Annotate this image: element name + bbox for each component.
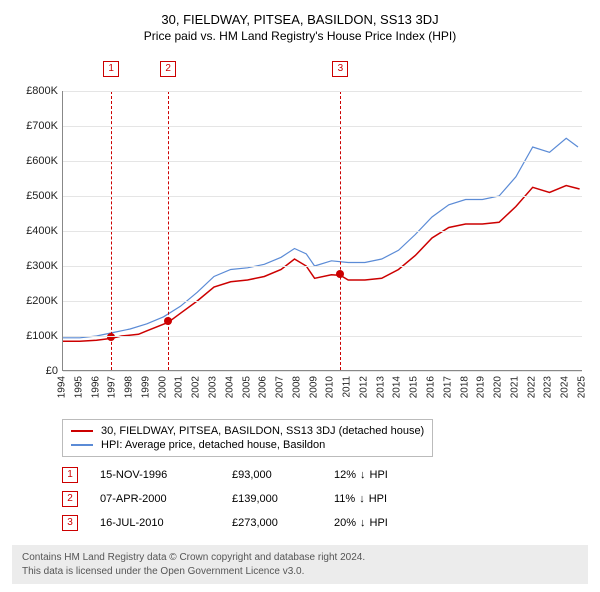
x-tick-label: 2010	[325, 376, 336, 398]
event-date: 16-JUL-2010	[100, 517, 210, 529]
x-tick-label: 2019	[476, 376, 487, 398]
legend-item: 30, FIELDWAY, PITSEA, BASILDON, SS13 3DJ…	[71, 424, 424, 438]
x-tick-label: 2004	[224, 376, 235, 398]
x-tick-label: 2001	[174, 376, 185, 398]
x-tick-label: 2023	[543, 376, 554, 398]
gridline	[63, 371, 582, 372]
event-price: £139,000	[232, 493, 312, 505]
x-tick-label: 2024	[560, 376, 571, 398]
gridline	[63, 161, 582, 162]
x-tick-label: 2021	[509, 376, 520, 398]
x-tick-label: 2008	[291, 376, 302, 398]
event-price: £93,000	[232, 469, 312, 481]
marker-label: 3	[332, 61, 348, 77]
x-tick-label: 2005	[241, 376, 252, 398]
y-tick-label: £700K	[12, 120, 58, 132]
legend-swatch	[71, 444, 93, 446]
y-tick-label: £300K	[12, 260, 58, 272]
x-tick-label: 2025	[577, 376, 588, 398]
y-tick-label: £800K	[12, 85, 58, 97]
x-tick-label: 2000	[157, 376, 168, 398]
x-tick-label: 2003	[207, 376, 218, 398]
y-tick-label: £200K	[12, 295, 58, 307]
y-tick-label: £100K	[12, 330, 58, 342]
y-tick-label: £500K	[12, 190, 58, 202]
x-tick-label: 1998	[124, 376, 135, 398]
legend-text: 30, FIELDWAY, PITSEA, BASILDON, SS13 3DJ…	[101, 425, 424, 437]
x-tick-label: 1995	[73, 376, 84, 398]
event-price: £273,000	[232, 517, 312, 529]
x-tick-label: 2002	[191, 376, 202, 398]
series-line	[63, 138, 578, 337]
x-tick-label: 2009	[308, 376, 319, 398]
x-tick-label: 2011	[342, 376, 353, 398]
event-date: 07-APR-2000	[100, 493, 210, 505]
legend-swatch	[71, 430, 93, 432]
page-subtitle: Price paid vs. HM Land Registry's House …	[12, 29, 588, 43]
marker-dot	[164, 317, 172, 325]
gridline	[63, 336, 582, 337]
event-marker: 1	[62, 467, 78, 483]
x-tick-label: 1997	[107, 376, 118, 398]
gridline	[63, 266, 582, 267]
arrow-down-icon	[360, 469, 366, 481]
gridline	[63, 301, 582, 302]
x-tick-label: 2017	[442, 376, 453, 398]
x-tick-label: 1999	[140, 376, 151, 398]
arrow-down-icon	[359, 493, 365, 505]
x-tick-label: 1994	[57, 376, 68, 398]
x-tick-label: 2013	[375, 376, 386, 398]
event-date: 15-NOV-1996	[100, 469, 210, 481]
events-table: 1 15-NOV-1996 £93,000 12%HPI 2 07-APR-2000 £13…	[62, 463, 588, 535]
event-diff: 12%HPI	[334, 469, 388, 481]
event-marker: 2	[62, 491, 78, 507]
gridline	[63, 91, 582, 92]
event-diff: 20%HPI	[334, 517, 388, 529]
marker-dot	[336, 270, 344, 278]
x-tick-label: 2016	[426, 376, 437, 398]
legend: 30, FIELDWAY, PITSEA, BASILDON, SS13 3DJ…	[62, 419, 433, 457]
price-chart: 1 2 3 £0 £100K £200K £300K £400K £500K £600K £700…	[12, 51, 588, 411]
x-tick-label: 2012	[358, 376, 369, 398]
page-title: 30, FIELDWAY, PITSEA, BASILDON, SS13 3DJ	[12, 12, 588, 27]
legend-text: HPI: Average price, detached house, Basi…	[101, 439, 325, 451]
marker-label: 2	[160, 61, 176, 77]
x-tick-label: 2007	[275, 376, 286, 398]
arrow-down-icon	[360, 517, 366, 529]
footer-attribution: Contains HM Land Registry data © Crown c…	[12, 545, 588, 584]
x-tick-label: 2015	[409, 376, 420, 398]
event-marker: 3	[62, 515, 78, 531]
gridline	[63, 231, 582, 232]
event-row: 2 07-APR-2000 £139,000 11%HPI	[62, 487, 588, 511]
y-tick-label: £0	[12, 365, 58, 377]
footer-line-1: Contains HM Land Registry data © Crown c…	[22, 551, 578, 565]
x-tick-label: 2006	[258, 376, 269, 398]
legend-item: HPI: Average price, detached house, Basi…	[71, 438, 424, 452]
event-row: 3 16-JUL-2010 £273,000 20%HPI	[62, 511, 588, 535]
marker-dot	[107, 333, 115, 341]
event-row: 1 15-NOV-1996 £93,000 12%HPI	[62, 463, 588, 487]
y-tick-label: £400K	[12, 225, 58, 237]
gridline	[63, 126, 582, 127]
y-tick-label: £600K	[12, 155, 58, 167]
event-diff: 11%HPI	[334, 493, 387, 505]
x-tick-label: 1996	[90, 376, 101, 398]
x-tick-label: 2020	[493, 376, 504, 398]
gridline	[63, 196, 582, 197]
x-tick-label: 2014	[392, 376, 403, 398]
footer-line-2: This data is licensed under the Open Gov…	[22, 565, 578, 579]
x-tick-label: 2022	[526, 376, 537, 398]
marker-label: 1	[103, 61, 119, 77]
x-tick-label: 2018	[459, 376, 470, 398]
